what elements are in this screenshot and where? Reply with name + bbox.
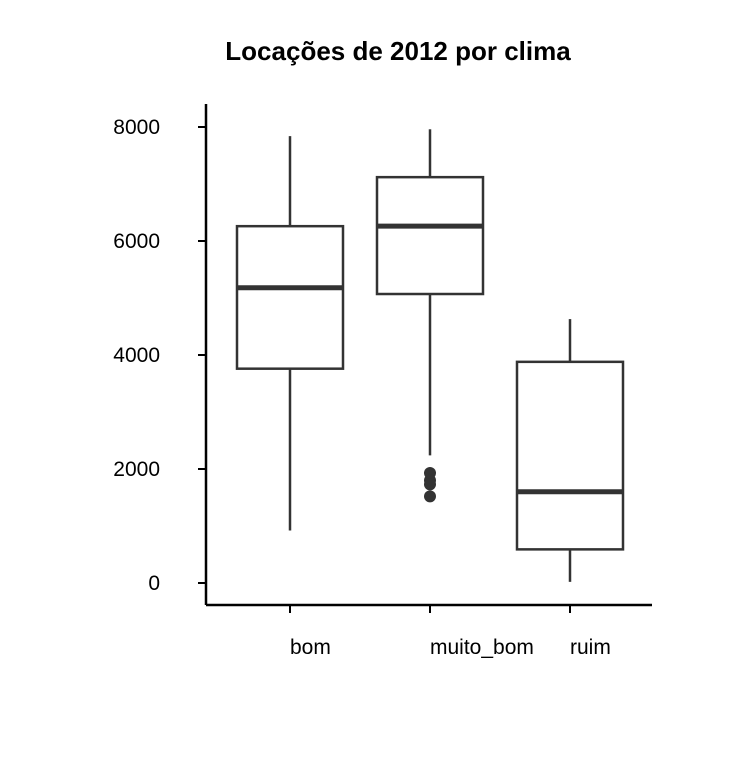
y-tick-label: 4000: [113, 344, 160, 367]
x-tick-label-bom: bom: [290, 636, 331, 659]
y-tick-label: 6000: [113, 230, 160, 253]
outlier-point-muito_bom: [424, 478, 436, 491]
y-tick-label: 2000: [113, 458, 160, 481]
box-muito_bom: [375, 175, 485, 296]
x-tick-label-ruim: ruim: [570, 636, 611, 659]
box-ruim: [515, 360, 625, 551]
box-bom: [235, 224, 345, 370]
y-tick-label: 8000: [113, 116, 160, 139]
y-tick-label: 0: [148, 572, 160, 595]
x-tick-label-muito_bom: muito_bom: [430, 636, 534, 659]
outlier-point-muito_bom: [424, 490, 436, 503]
chart-title: Locações de 2012 por clima: [225, 36, 571, 66]
